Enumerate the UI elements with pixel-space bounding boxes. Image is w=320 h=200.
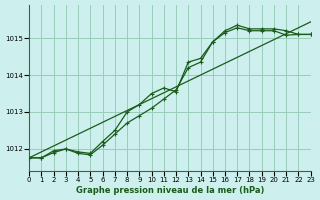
X-axis label: Graphe pression niveau de la mer (hPa): Graphe pression niveau de la mer (hPa) xyxy=(76,186,264,195)
